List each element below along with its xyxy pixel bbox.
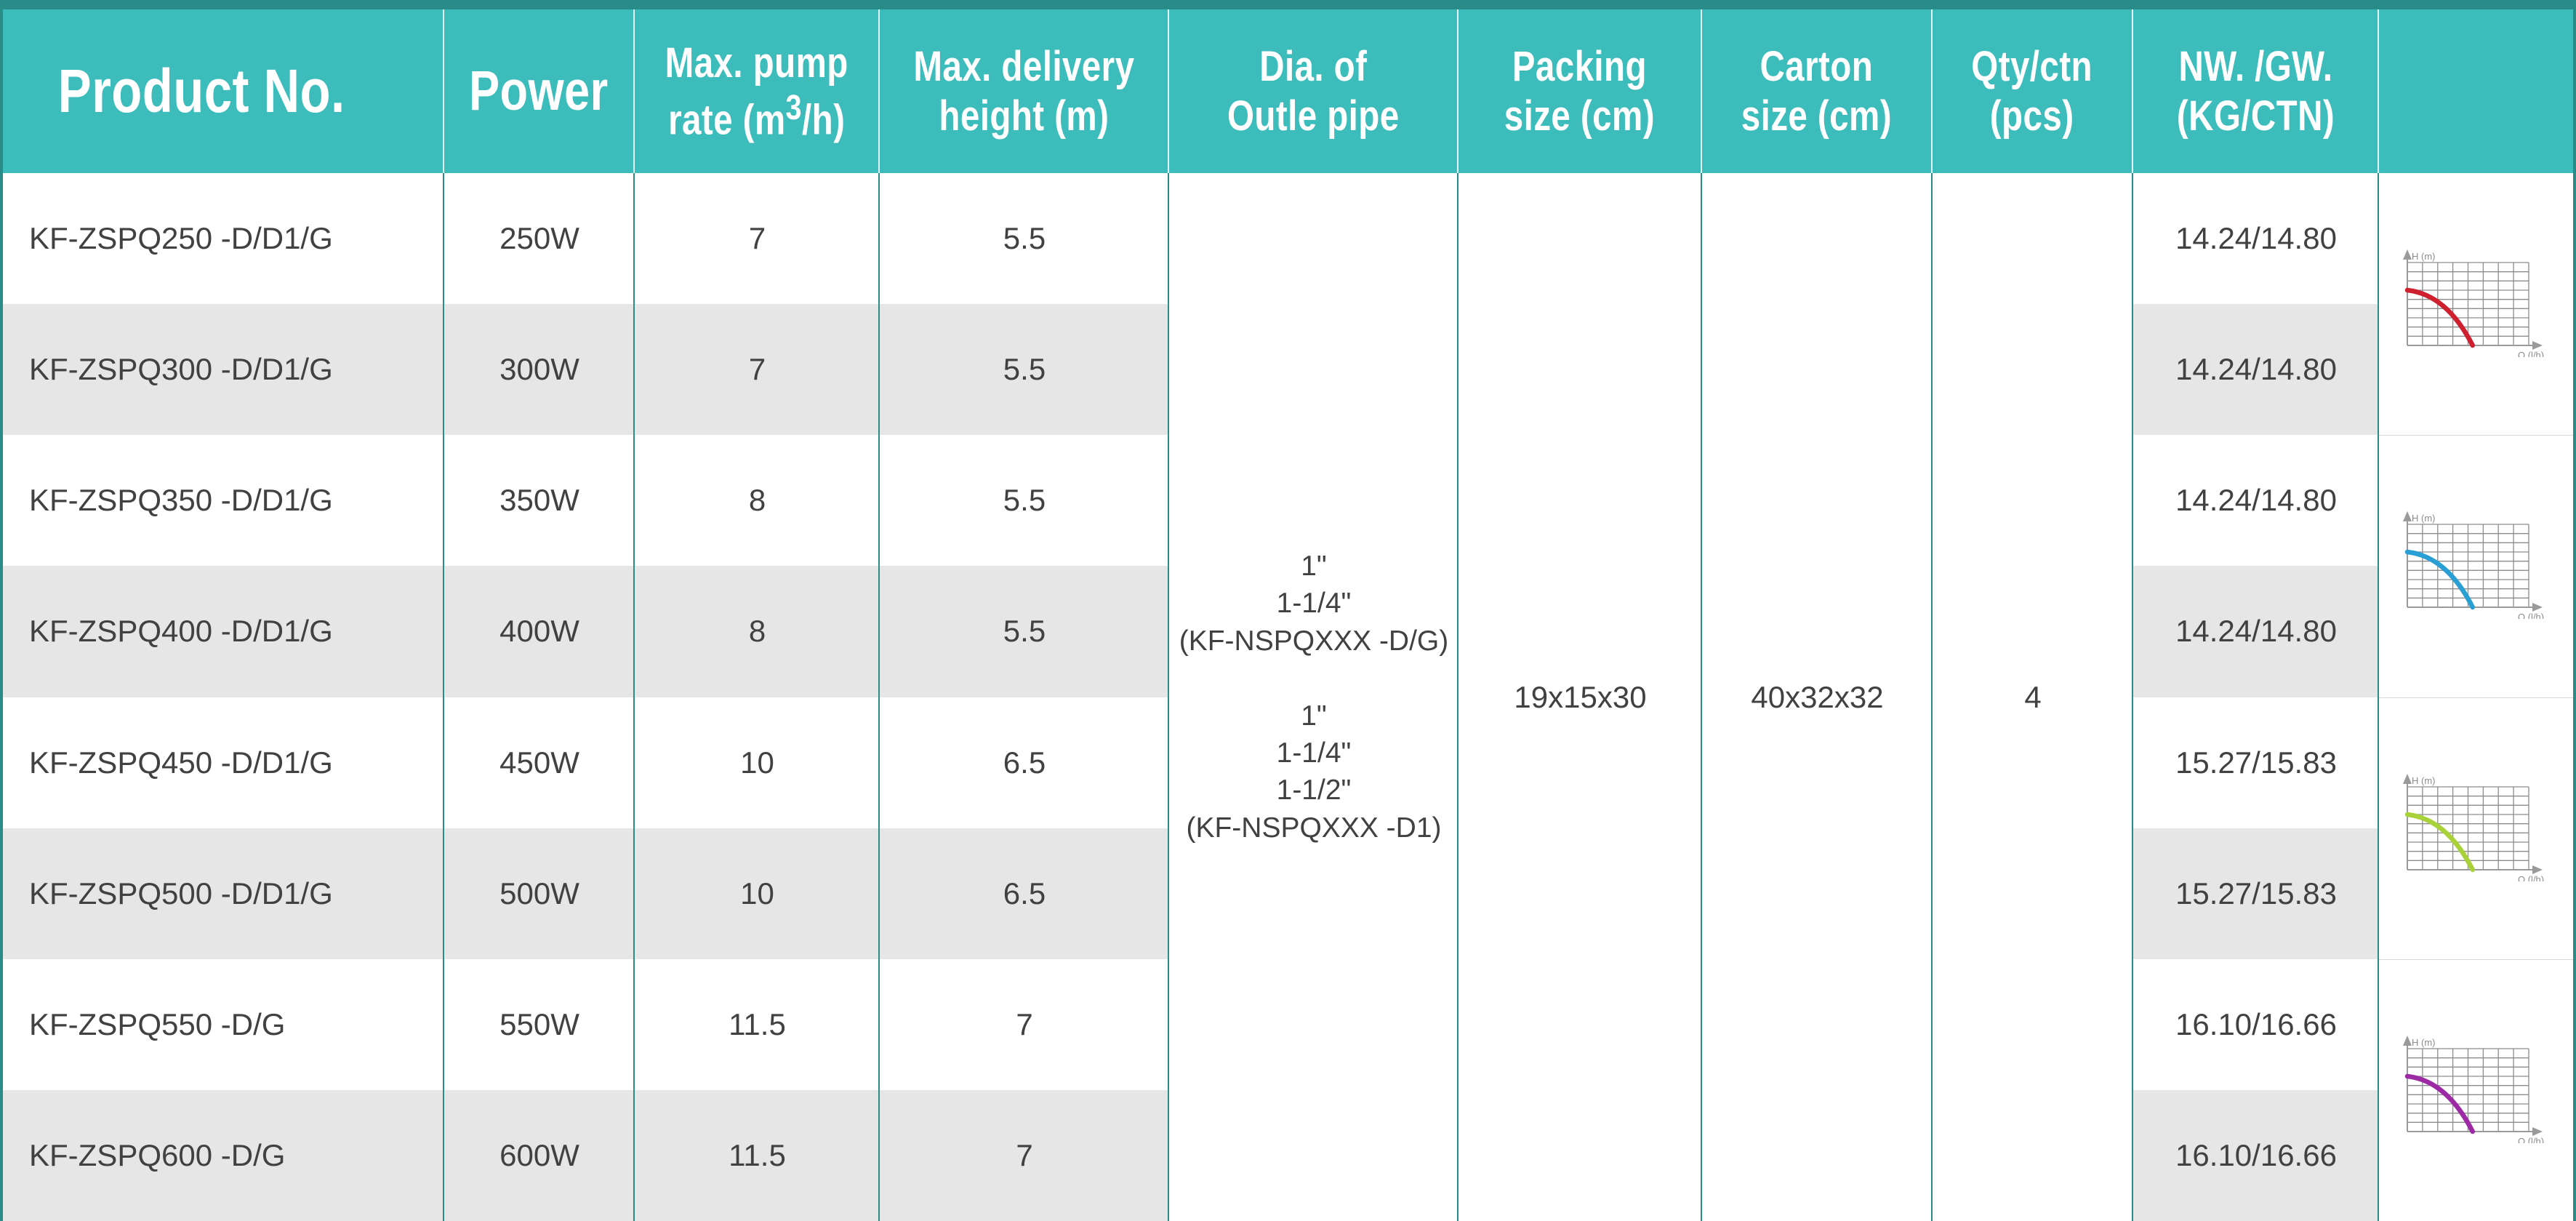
svg-text:H (m): H (m) xyxy=(2412,1037,2436,1048)
svg-text:Q (l/h): Q (l/h) xyxy=(2518,350,2544,357)
svg-text:Q (l/h): Q (l/h) xyxy=(2518,1136,2544,1143)
svg-text:Q (l/h): Q (l/h) xyxy=(2518,612,2544,619)
svg-text:H (m): H (m) xyxy=(2412,251,2436,262)
svg-text:Q (l/h): Q (l/h) xyxy=(2518,874,2544,881)
svg-text:H (m): H (m) xyxy=(2412,775,2436,786)
svg-text:H (m): H (m) xyxy=(2412,513,2436,524)
